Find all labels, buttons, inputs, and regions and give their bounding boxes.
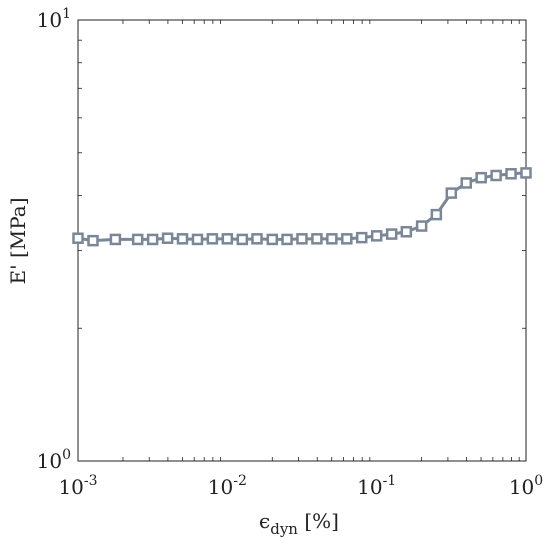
tick-labels: 10-3 10-2 10-1 100 100 101 [37,6,544,499]
data-point [296,233,308,245]
data-point [460,177,472,189]
data-point [430,208,443,221]
y-tick-label: 101 [37,6,71,32]
x-tick-label: 10-3 [58,473,97,499]
data-point [251,233,263,245]
data-point [400,226,413,238]
x-axis-label-subscript: dyn [270,520,298,538]
data-point [191,233,204,246]
data-point [221,233,234,245]
data-point [385,228,398,240]
data-point [206,233,219,245]
data-point [341,233,353,245]
data-point [266,233,279,246]
series-layer [72,167,532,247]
data-point [475,171,487,184]
y-tick-label: 100 [37,447,71,473]
data-point [281,233,293,246]
data-point [490,169,502,182]
data-point [131,233,144,246]
data-point [146,233,159,246]
data-point [87,234,99,247]
data-point [109,233,122,246]
data-point [72,232,84,244]
minor-ticks [78,20,526,461]
x-axis-label-unit: [%] [298,509,339,533]
data-point [370,230,383,242]
data-point [355,231,368,244]
data-point [520,167,532,179]
data-point [161,232,174,244]
data-point [505,168,517,180]
data-point [311,233,323,245]
data-point [326,233,338,245]
data-point [236,233,249,246]
y-axis-label: E' [MPa] [6,197,30,284]
data-point [415,220,428,232]
x-tick-label: 100 [509,473,543,499]
x-axis-label: ϵdyn [%] [259,509,339,538]
data-point [445,187,458,199]
x-tick-label: 10-2 [208,473,247,499]
data-point [176,233,189,245]
x-tick-label: 10-1 [357,473,396,499]
